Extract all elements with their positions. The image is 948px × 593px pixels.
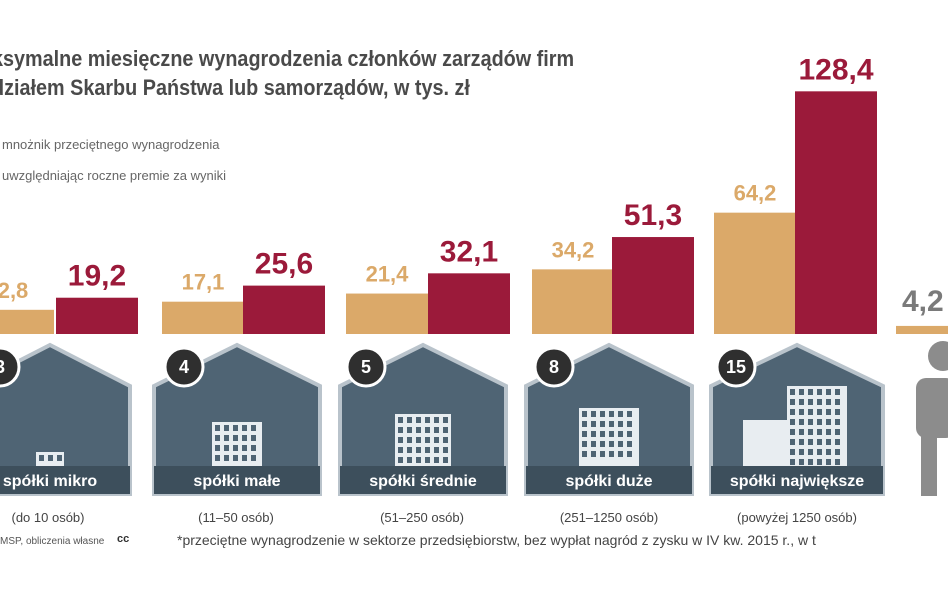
subtitle-male: (11–50 osób)	[198, 510, 274, 525]
bar-bonus-duze	[612, 237, 694, 334]
house-male: spółki małe 4	[152, 342, 322, 496]
building-icon	[212, 422, 262, 466]
svg-text:5: 5	[361, 357, 371, 377]
label-reference: 4,2	[902, 285, 944, 318]
source-note: MSP, obliczenia własne	[0, 536, 105, 547]
bar-base-srednie	[346, 293, 428, 334]
bar-bonus-najwieksze	[795, 91, 877, 334]
multiplier-badge-mikro: 3	[0, 346, 21, 388]
label-base-najwieksze: 64,2	[734, 181, 777, 206]
building-icon	[36, 452, 64, 466]
multiplier-badge-duze: 8	[533, 346, 575, 388]
label-bonus-duze: 51,3	[624, 199, 682, 232]
cc-icon: cc	[117, 533, 130, 545]
title-line-2: działem Skarbu Państwa lub samorządów, w…	[0, 75, 470, 100]
category-label-mikro: spółki mikro	[3, 473, 97, 490]
house-najwieksze: spółki największe 15	[709, 342, 885, 496]
bar-base-mikro	[0, 309, 54, 334]
chart-title: ksymalne miesięczne wynagrodzenia członk…	[0, 44, 574, 102]
subtitle-srednie: (51–250 osób)	[380, 510, 464, 525]
title-line-1: ksymalne miesięczne wynagrodzenia członk…	[0, 46, 575, 71]
category-label-duze: spółki duże	[565, 473, 652, 490]
bar-reference	[896, 325, 948, 334]
label-bonus-male: 25,6	[255, 248, 313, 281]
svg-text:4: 4	[179, 357, 189, 377]
building-icon	[579, 408, 639, 466]
bar-base-duze	[532, 269, 614, 334]
multiplier-badge-male: 4	[163, 346, 205, 388]
legend-base: mnożnik przeciętnego wynagrodzenia	[2, 137, 220, 152]
building-icon	[395, 414, 451, 466]
label-bonus-srednie: 32,1	[440, 235, 498, 268]
svg-text:15: 15	[726, 357, 746, 377]
building-icon	[743, 386, 847, 466]
footnote: *przeciętne wynagrodzenie w sektorze prz…	[177, 532, 816, 548]
label-bonus-najwieksze: 128,4	[798, 53, 873, 86]
person-icon	[916, 341, 948, 496]
label-bonus-mikro: 19,2	[68, 260, 126, 293]
multiplier-badge-srednie: 5	[345, 346, 387, 388]
multiplier-badge-najwieksze: 15	[715, 346, 757, 388]
label-base-duze: 34,2	[552, 237, 595, 262]
bar-base-najwieksze	[714, 212, 796, 334]
svg-text:8: 8	[549, 357, 559, 377]
bar-base-male	[162, 301, 244, 334]
legend-bonus: uwzględniając roczne premie za wyniki	[2, 168, 226, 183]
house-mikro: spółki mikro 3	[0, 342, 132, 496]
subtitle-mikro: (do 10 osób)	[11, 510, 85, 525]
subtitle-duze: (251–1250 osób)	[559, 510, 659, 525]
bar-bonus-mikro	[56, 297, 138, 334]
bar-bonus-male	[243, 285, 325, 334]
label-base-mikro: 2,8	[0, 278, 28, 303]
label-base-male: 17,1	[182, 270, 225, 295]
bar-bonus-srednie	[428, 273, 510, 334]
house-duze: spółki duże 8	[524, 342, 694, 496]
category-label-srednie: spółki średnie	[369, 473, 477, 490]
category-label-najwieksze: spółki największe	[730, 473, 864, 490]
subtitle-najwieksze: (powyżej 1250 osób)	[737, 510, 857, 525]
label-base-srednie: 21,4	[366, 262, 410, 287]
category-label-male: spółki małe	[193, 473, 280, 490]
house-srednie: spółki średnie 5	[338, 342, 508, 496]
svg-text:3: 3	[0, 357, 5, 377]
